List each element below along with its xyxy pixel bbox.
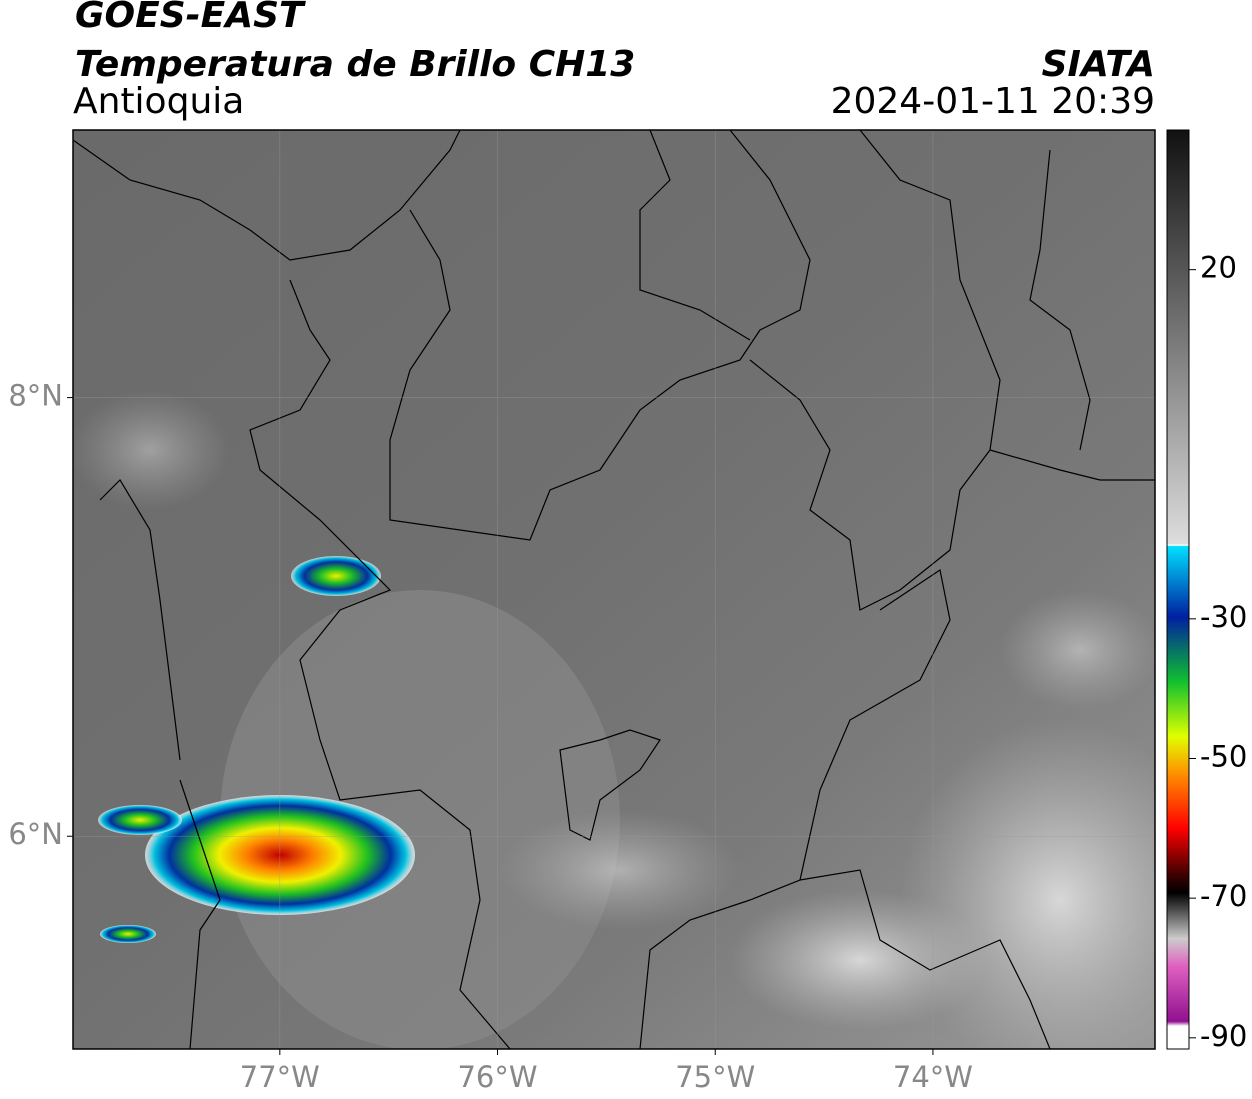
- border: [989, 449, 1155, 481]
- colorbar-tick-label: -50: [1200, 739, 1247, 773]
- map-frame: [72, 129, 1156, 1050]
- source-label: SIATA: [1042, 44, 1155, 85]
- coastline: [73, 130, 461, 261]
- cloud: [730, 890, 990, 1030]
- storm-cell: [100, 925, 156, 943]
- map: [73, 130, 1155, 1049]
- satellite-title: GOES-EAST: [75, 0, 306, 36]
- cloud: [220, 590, 620, 1049]
- storm-cell: [291, 556, 381, 596]
- datetime-label: 2024-01-11 20:39: [831, 81, 1155, 122]
- product-title: Temperatura de Brillo CH13: [75, 44, 635, 85]
- colorbar-tick-label: 20: [1200, 251, 1237, 285]
- border: [1029, 149, 1091, 451]
- lat-tick-label: 8°N: [8, 379, 63, 413]
- lat-tick-label: 6°N: [8, 817, 63, 851]
- border: [749, 130, 1001, 611]
- coastline: [99, 479, 181, 761]
- cloud: [73, 390, 230, 510]
- region-label: Antioquia: [73, 81, 244, 122]
- border: [639, 569, 951, 1049]
- border: [799, 869, 1051, 1049]
- colorbar-tick-label: -30: [1200, 600, 1247, 634]
- lon-tick-label: 76°W: [457, 1060, 537, 1094]
- border: [179, 779, 221, 1049]
- colorbar-tick-label: -90: [1200, 1019, 1247, 1053]
- border: [559, 729, 661, 841]
- colorbar-tick-label: -70: [1200, 879, 1247, 913]
- storm-cell: [98, 805, 182, 835]
- border: [389, 130, 811, 541]
- lon-tick-label: 77°W: [240, 1060, 320, 1094]
- cloud: [500, 810, 740, 930]
- cloud: [1000, 590, 1155, 710]
- colorbar: [1166, 129, 1190, 1050]
- lon-tick-label: 75°W: [675, 1060, 755, 1094]
- lon-tick-label: 74°W: [893, 1060, 973, 1094]
- border: [639, 130, 751, 341]
- border: [249, 279, 511, 1049]
- graticule: [73, 130, 1155, 1049]
